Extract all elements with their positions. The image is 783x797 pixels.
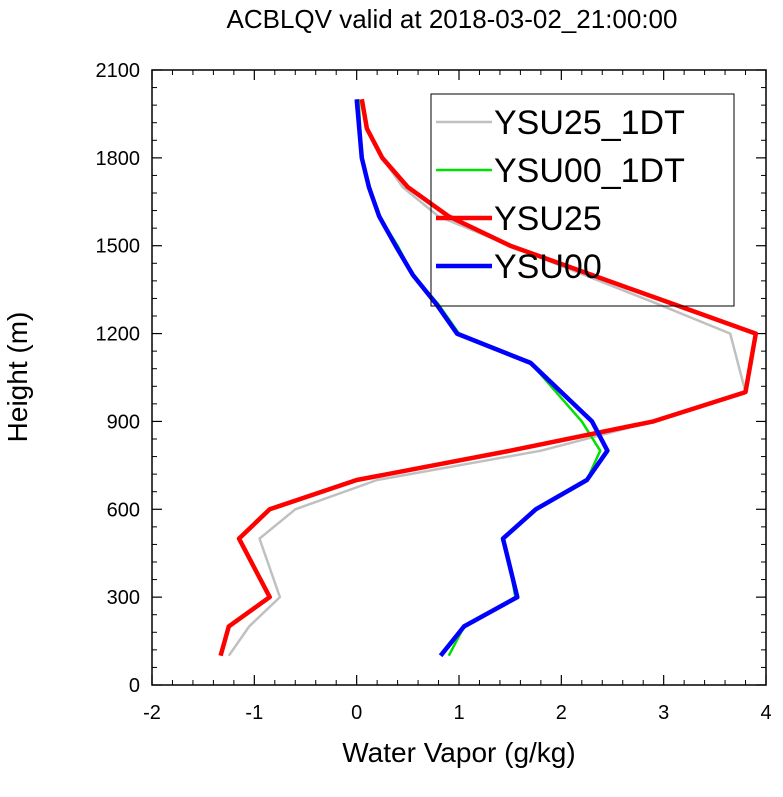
y-tick-label: 1200 [96,324,141,346]
x-tick-label: 0 [351,702,362,724]
y-tick-label: 1800 [96,148,141,170]
legend-label: YSU00 [494,248,602,286]
x-tick-label: 3 [658,702,669,724]
y-tick-label: 1500 [96,236,141,258]
legend-label: YSU25 [494,200,602,238]
x-tick-label: 4 [760,702,771,724]
y-tick-label: 600 [107,499,140,521]
y-tick-label: 300 [107,587,140,609]
x-tick-label: -1 [245,702,263,724]
y-tick-label: 2100 [96,60,141,82]
y-tick-label: 0 [129,675,140,697]
x-tick-label: 2 [556,702,567,724]
x-tick-label: -2 [143,702,161,724]
chart-title: ACBLQV valid at 2018-03-02_21:00:00 [227,4,678,34]
legend-label: YSU25_1DT [494,104,685,142]
x-axis-title: Water Vapor (g/kg) [342,737,575,768]
axis-ticks: -2 -1 0 1 2 3 4 0 300 600 900 1200 1500 1800 2100 [96,60,772,724]
legend-label: YSU00_1DT [494,152,685,190]
legend-box [430,93,735,307]
series-line-ysu25 [218,98,759,657]
series-lines [218,98,759,658]
x-tick-label: 1 [453,702,464,724]
y-axis-title: Height (m) [2,312,33,443]
series-line-ysu00 [354,99,610,658]
y-tick-label: 900 [107,411,140,433]
legend: YSU25_1DT YSU00_1DT YSU25 YSU00 [430,93,735,307]
